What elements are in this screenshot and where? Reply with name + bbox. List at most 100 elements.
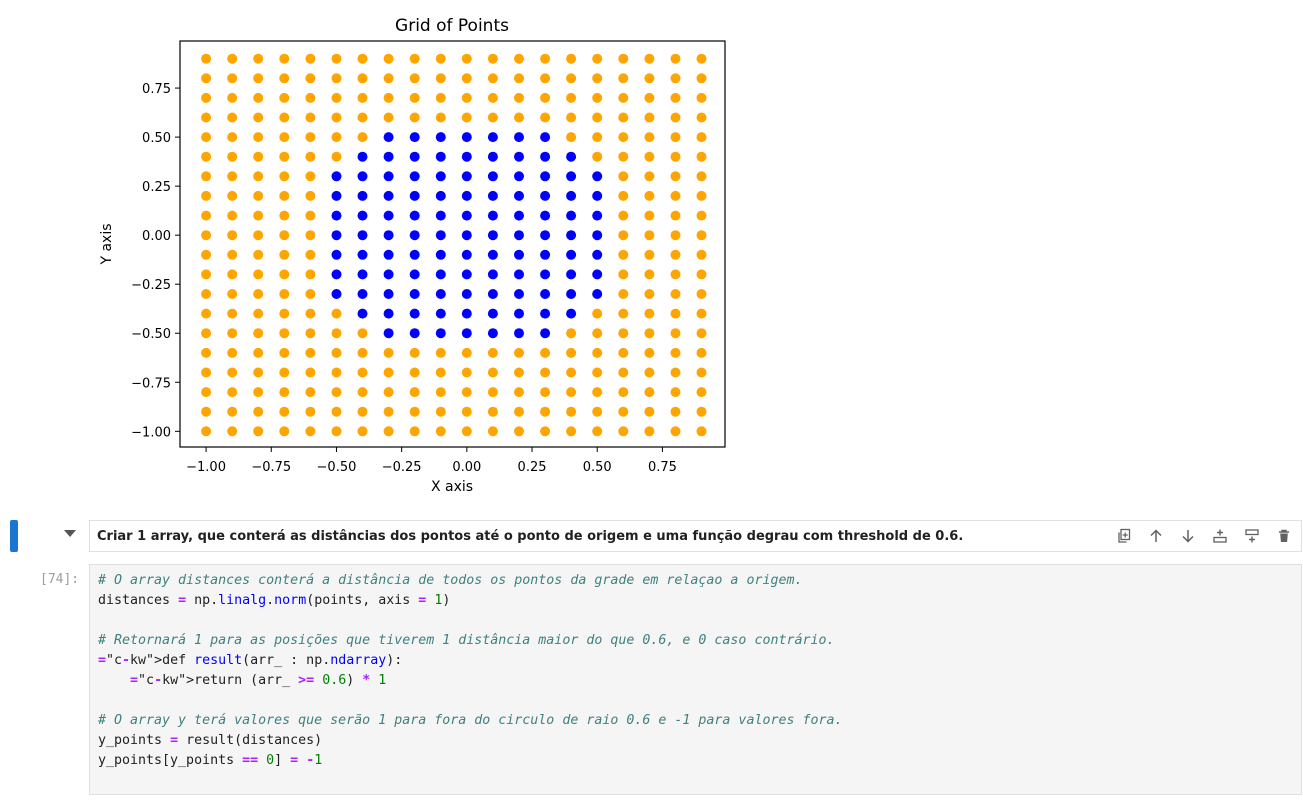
arrow-up-icon[interactable]	[1147, 526, 1165, 546]
points-layer	[201, 53, 707, 437]
outer-point	[305, 308, 316, 319]
outer-point	[592, 328, 603, 339]
outer-point	[461, 387, 472, 398]
outer-point	[201, 406, 212, 417]
outer-point	[644, 92, 655, 103]
arrow-down-icon[interactable]	[1179, 526, 1197, 546]
copy-icon[interactable]	[1115, 526, 1133, 546]
outer-point	[670, 426, 681, 437]
outer-point	[409, 73, 420, 84]
outer-point	[487, 92, 498, 103]
inner-point	[383, 289, 394, 299]
delete-icon[interactable]	[1275, 526, 1293, 546]
outer-point	[305, 230, 316, 241]
outer-point	[201, 151, 212, 162]
outer-point	[435, 406, 446, 417]
outer-point	[487, 53, 498, 64]
y-tick-label: 0.75	[142, 82, 171, 97]
outer-point	[566, 73, 577, 84]
outer-point	[331, 53, 342, 64]
outer-point	[253, 53, 264, 64]
inner-point	[592, 289, 603, 299]
outer-point	[227, 190, 238, 201]
insert-below-icon[interactable]	[1243, 526, 1261, 546]
outer-point	[227, 406, 238, 417]
inner-point	[383, 190, 394, 201]
inner-point	[331, 289, 342, 299]
insert-above-icon[interactable]	[1211, 526, 1229, 546]
outer-point	[409, 426, 420, 437]
outer-point	[201, 328, 212, 339]
outer-point	[227, 230, 238, 241]
inner-point	[357, 230, 368, 241]
inner-point	[435, 230, 446, 241]
inner-point	[461, 190, 472, 201]
outer-point	[566, 132, 577, 143]
inner-point	[409, 269, 420, 280]
inner-point	[383, 151, 394, 162]
collapse-caret-icon[interactable]	[64, 530, 76, 537]
active-cell-indicator[interactable]	[10, 520, 18, 552]
inner-point	[592, 171, 603, 182]
inner-point	[566, 210, 577, 221]
inner-point	[566, 171, 577, 182]
outer-point	[357, 426, 368, 437]
outer-point	[227, 347, 238, 358]
outer-point	[696, 92, 707, 103]
outer-point	[201, 308, 212, 319]
code-editor[interactable]: # O array distances conterá a distância …	[98, 573, 843, 768]
inner-point	[487, 190, 498, 201]
inner-point	[592, 249, 603, 260]
outer-point	[592, 151, 603, 162]
outer-point	[618, 73, 629, 84]
outer-point	[670, 210, 681, 221]
outer-point	[279, 406, 290, 417]
outer-point	[461, 406, 472, 417]
outer-point	[566, 347, 577, 358]
inner-point	[514, 132, 524, 143]
inner-point	[592, 230, 603, 241]
inner-point	[514, 249, 524, 260]
inner-point	[461, 210, 472, 221]
inner-point	[331, 249, 342, 260]
outer-point	[253, 73, 264, 84]
outer-point	[279, 426, 290, 437]
outer-point	[201, 92, 212, 103]
inner-point	[514, 210, 524, 221]
outer-point	[409, 347, 420, 358]
outer-point	[227, 171, 238, 182]
code-cell[interactable]: # O array distances conterá a distância …	[89, 564, 1302, 795]
inner-point	[409, 308, 420, 319]
outer-point	[305, 387, 316, 398]
outer-point	[618, 426, 629, 437]
outer-point	[618, 151, 629, 162]
outer-point	[383, 426, 394, 437]
outer-point	[305, 190, 316, 201]
outer-point	[201, 53, 212, 64]
outer-point	[409, 367, 420, 378]
outer-point	[670, 249, 681, 260]
inner-point	[592, 269, 603, 280]
outer-point	[227, 210, 238, 221]
outer-point	[670, 92, 681, 103]
outer-point	[644, 210, 655, 221]
outer-point	[696, 230, 707, 241]
outer-point	[618, 249, 629, 260]
inner-point	[461, 308, 472, 319]
outer-point	[227, 387, 238, 398]
outer-point	[670, 289, 681, 299]
inner-point	[435, 171, 446, 182]
outer-point	[592, 112, 603, 123]
outer-point	[618, 230, 629, 241]
outer-point	[201, 387, 212, 398]
outer-point	[305, 171, 316, 182]
outer-point	[514, 73, 524, 84]
outer-point	[487, 406, 498, 417]
x-tick-label: 0.75	[648, 460, 677, 475]
inner-point	[540, 132, 551, 143]
outer-point	[201, 230, 212, 241]
outer-point	[331, 367, 342, 378]
markdown-cell[interactable]: Criar 1 array, que conterá as distâncias…	[89, 520, 1302, 552]
inner-point	[435, 328, 446, 339]
outer-point	[670, 190, 681, 201]
